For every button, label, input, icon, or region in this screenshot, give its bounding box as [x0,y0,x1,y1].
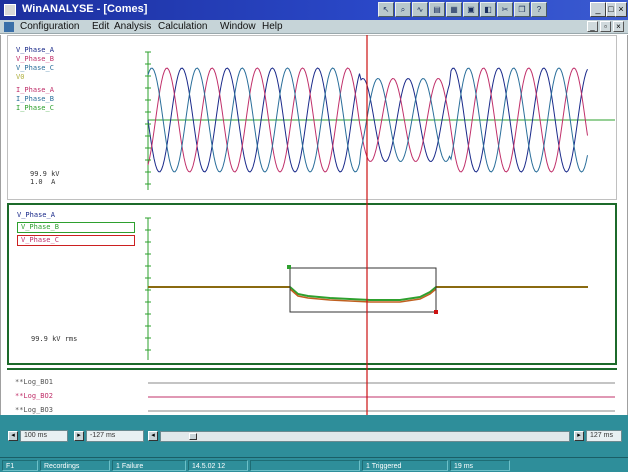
channel-label[interactable]: I_Phase_C [16,104,54,112]
menu-calculation[interactable]: Calculation [158,21,208,32]
status-cell: F1 [2,460,38,471]
channel-label[interactable]: V_Phase_C [16,64,54,72]
child-window-controls: _ ▫ × [587,21,624,32]
scale-label: 1.0 A [30,178,56,186]
status-cell: 1 Failure [112,460,186,471]
copy-icon[interactable]: ❐ [514,2,530,17]
cut-icon[interactable]: ✂ [497,2,513,17]
time-navigation-bar: ◂ 100 ms ▸ -127 ms ◂ ▸ 127 ms [0,415,628,457]
minimize-button[interactable]: _ [590,2,606,17]
zoom-out-button[interactable]: ◂ [8,431,18,441]
child-minimize-button[interactable]: _ [587,21,598,32]
title-toolbar: ↖ ⌕ ∿ ▤ ▦ ▣ ◧ ✂ ❐ ? [378,2,586,17]
rms-pane[interactable]: V_Phase_A V_Phase_B V_Phase_C 99.9 kV rm… [7,203,617,365]
status-cell: 19 ms [450,460,510,471]
channel-label[interactable]: **Log_BO2 [15,392,53,400]
waveform-icon[interactable]: ∿ [412,2,428,17]
time-end-field[interactable]: 127 ms [586,430,622,442]
menu-analysis[interactable]: Analysis [114,21,152,32]
cursor-icon[interactable]: ↖ [378,2,394,17]
scroll-right-button[interactable]: ▸ [574,431,584,441]
scale-label: 99.9 kV [30,170,60,178]
settings-icon[interactable]: ◧ [480,2,496,17]
menu-window[interactable]: Window [220,21,256,32]
zoom-in-button[interactable]: ▸ [74,431,84,441]
child-close-button[interactable]: × [613,21,624,32]
channel-label[interactable]: **Log_BO3 [15,406,53,414]
child-restore-button[interactable]: ▫ [600,21,611,32]
horizontal-scrollbar[interactable] [160,431,570,442]
channel-label[interactable]: V_Phase_B [16,55,54,63]
menu-configuration[interactable]: Configuration [20,21,80,32]
channel-label[interactable]: V0 [16,73,25,81]
binary-pane[interactable]: **Log_BO1 **Log_BO2 **Log_BO3 [7,368,617,415]
channel-label[interactable]: V_Phase_A [17,211,55,219]
title-bar: WinANALYSE - [Comes] ↖ ⌕ ∿ ▤ ▦ ▣ ◧ ✂ ❐ ?… [0,0,628,20]
status-cell: 14.5.02 12 [188,460,248,471]
scroll-thumb[interactable] [189,433,197,440]
status-cell: 1 Triggered [362,460,448,471]
help-icon[interactable]: ? [531,2,547,17]
channel-label[interactable]: I_Phase_B [16,95,54,103]
waveform-pane[interactable]: V_Phase_A V_Phase_B V_Phase_C V0 I_Phase… [7,35,617,200]
analysis-window: V_Phase_A V_Phase_B V_Phase_C V0 I_Phase… [0,35,628,415]
status-bar: F1 Recordings 1 Failure 14.5.02 12 1 Tri… [0,457,628,472]
time-span-field[interactable]: 100 ms [20,430,68,442]
channel-label[interactable]: V_Phase_A [16,46,54,54]
channel-label-selected[interactable]: V_Phase_B [17,222,135,233]
status-cell [250,460,360,471]
menu-bar: Configuration Edit Analysis Calculation … [0,20,628,34]
channel-label[interactable]: **Log_BO1 [15,378,53,386]
channel-label-selected[interactable]: V_Phase_C [17,235,135,246]
scale-label: 99.9 kV rms [31,335,78,343]
channel-label[interactable]: I_Phase_A [16,86,54,94]
close-button[interactable]: × [615,2,627,17]
document-icon[interactable] [4,22,14,32]
menu-help[interactable]: Help [262,21,283,32]
app-icon[interactable] [4,4,16,16]
window-title: WinANALYSE - [Comes] [22,3,148,15]
table-icon[interactable]: ▦ [446,2,462,17]
status-cell: Recordings [40,460,110,471]
scroll-left-button[interactable]: ◂ [148,431,158,441]
time-offset-field[interactable]: -127 ms [86,430,144,442]
menu-edit[interactable]: Edit [92,21,110,32]
zoom-icon[interactable]: ⌕ [395,2,411,17]
chart-icon[interactable]: ▤ [429,2,445,17]
print-icon[interactable]: ▣ [463,2,479,17]
